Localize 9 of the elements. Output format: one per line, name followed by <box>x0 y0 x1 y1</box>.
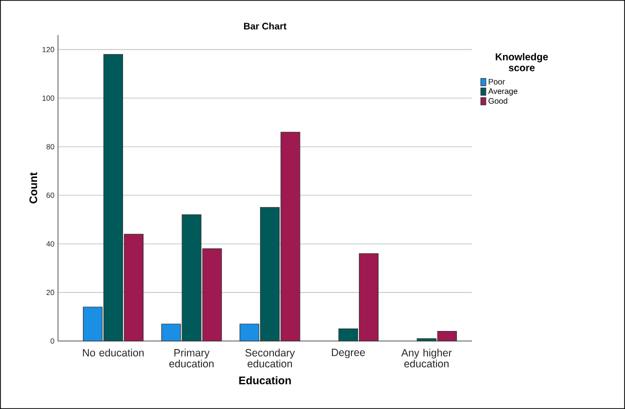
chart-title: Bar Chart <box>244 22 286 30</box>
y-axis-title: Count <box>29 172 38 204</box>
x-tick-label: No education <box>82 348 144 356</box>
x-tick-label: Degree <box>332 348 365 358</box>
x-axis-title: Education <box>239 376 291 384</box>
x-tick-label: Primary education <box>169 348 214 368</box>
legend-title: Knowledge score <box>496 52 548 72</box>
x-tick-label: Secondary education <box>245 348 295 368</box>
x-tick-label: Any higher education <box>401 348 452 368</box>
